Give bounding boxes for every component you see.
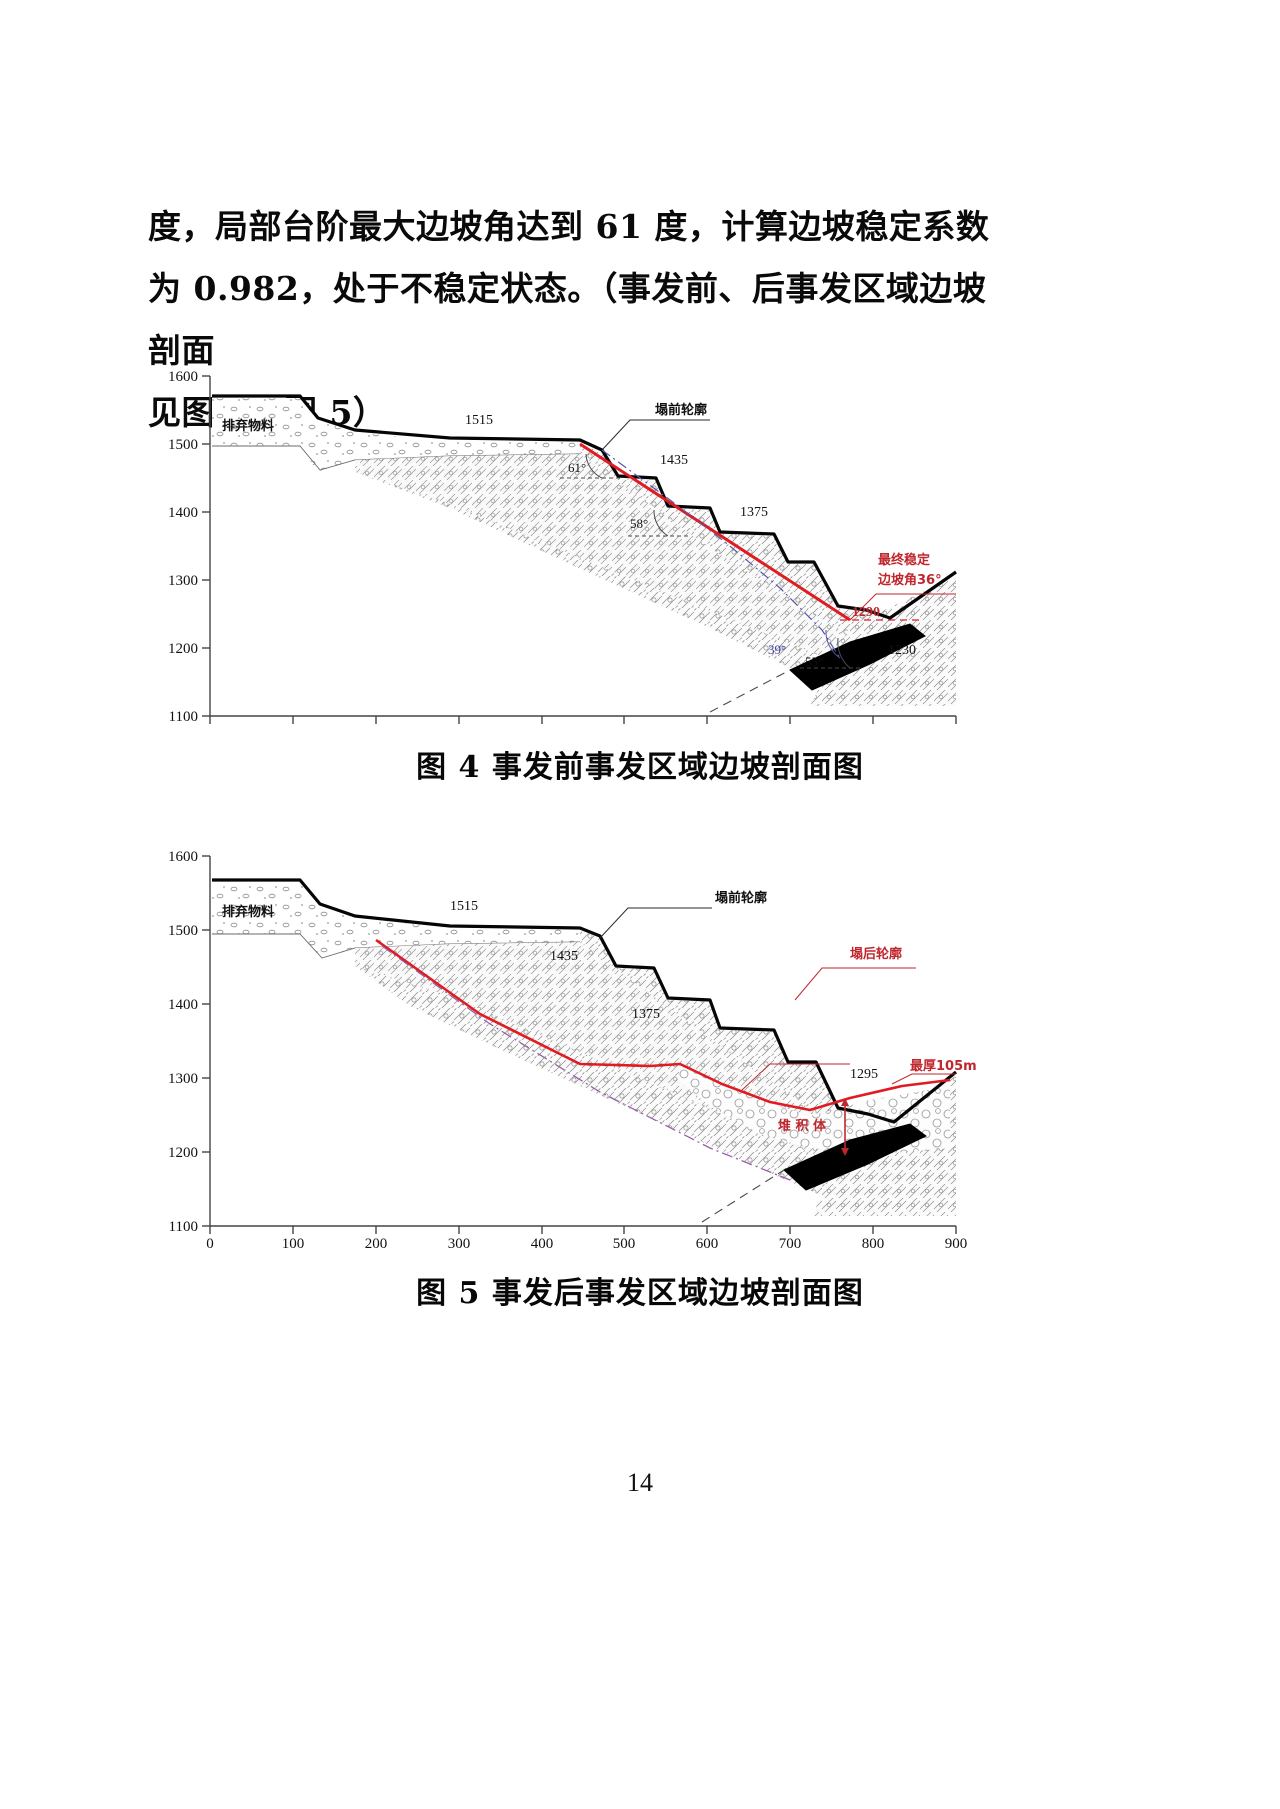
y-tick-label: 1200 bbox=[168, 1145, 198, 1161]
dumped-material-fill bbox=[212, 398, 580, 472]
annotation-max-thickness: 最厚105m bbox=[910, 1058, 977, 1074]
dumped-material-boundary bbox=[212, 933, 581, 959]
annotation-angle-58: 58° bbox=[630, 516, 648, 531]
x-tick-label: 900 bbox=[945, 1236, 968, 1248]
y-tick-label: 1600 bbox=[168, 849, 198, 865]
annotation-elev-1515: 1515 bbox=[465, 413, 493, 428]
figure-4-svg: 1600 1500 1400 1300 1200 1100 0 bbox=[168, 369, 957, 725]
annotation-angle-39: 39° bbox=[768, 642, 786, 657]
annotation-elev-1295: 1295 bbox=[850, 1067, 878, 1082]
y-tick-label: 1500 bbox=[168, 923, 198, 939]
annotation-elev-1435: 1435 bbox=[660, 453, 688, 468]
x-tick-label: 200 bbox=[365, 1236, 388, 1248]
figure-5-caption: 图 5 事发后事发区域边坡剖面图 bbox=[416, 1276, 864, 1311]
annotation-leaders-red bbox=[849, 593, 956, 621]
y-tick-label: 1400 bbox=[168, 505, 198, 521]
annotation-deposit-body: 堆 积 体 bbox=[778, 1118, 827, 1134]
projection-dashed-line bbox=[709, 669, 791, 713]
x-tick-label: 0 bbox=[206, 1236, 214, 1248]
page-number: 14 bbox=[627, 1468, 653, 1497]
dumped-material-boundary bbox=[212, 445, 581, 471]
x-tick-label: 800 bbox=[862, 1236, 885, 1248]
y-axis-ticks: 1600 1500 1400 1300 1200 1100 bbox=[168, 849, 210, 1235]
x-tick-label: 600 bbox=[696, 1236, 719, 1248]
final-stable-slope-line bbox=[579, 442, 851, 622]
x-axis-ticks: 0 100 200 300 400 500 600 700 800 900 bbox=[209, 716, 957, 724]
x-tick-label: 400 bbox=[531, 1236, 554, 1248]
annotation-angle-55: 55° bbox=[805, 654, 823, 669]
annotation-leaders bbox=[601, 419, 710, 451]
pre-collapse-profile-line bbox=[212, 394, 957, 620]
annotation-angle-61: 61° bbox=[568, 460, 586, 475]
annotation-elev-1290: 1290 bbox=[852, 605, 880, 620]
failure-wedge-black bbox=[783, 1123, 927, 1191]
pre-collapse-profile-line bbox=[212, 878, 958, 1124]
annotation-pre-collapse-contour: 塌前轮廓 bbox=[715, 890, 767, 906]
figure-5-svg: 1600 1500 1400 1300 1200 1100 0 100 bbox=[168, 849, 977, 1248]
figure-5-slope-profile-after: 1600 1500 1400 1300 1200 1100 0 100 bbox=[150, 848, 980, 1248]
slip-surface-line bbox=[601, 449, 841, 659]
y-tick-label: 1600 bbox=[168, 369, 198, 385]
annotation-leader-post-collapse bbox=[794, 967, 916, 1001]
annotation-elev-1375: 1375 bbox=[632, 1007, 660, 1022]
y-axis-ticks: 1600 1500 1400 1300 1200 1100 bbox=[168, 369, 210, 725]
annotation-leaders-red bbox=[741, 1063, 956, 1091]
y-tick-label: 1500 bbox=[168, 437, 198, 453]
slide-mass-fill bbox=[355, 454, 850, 668]
annotation-final-stable-line2: 边坡角36° bbox=[877, 572, 942, 588]
y-tick-label: 1400 bbox=[168, 997, 198, 1013]
annotation-final-stable-line1: 最终稳定 bbox=[878, 552, 930, 568]
angle-arcs bbox=[560, 453, 862, 669]
annotation-elev-1375: 1375 bbox=[740, 505, 768, 520]
annotation-elev-1515: 1515 bbox=[450, 899, 478, 914]
annotation-elev-1230: 1230 bbox=[888, 643, 916, 658]
y-tick-label: 1100 bbox=[169, 709, 198, 725]
failure-wedge-black bbox=[789, 623, 926, 691]
annotation-dumped-material: 排弃物料 bbox=[222, 418, 274, 434]
x-tick-label: 300 bbox=[448, 1236, 471, 1248]
y-tick-label: 1300 bbox=[168, 1071, 198, 1087]
annotation-pre-collapse-contour: 塌前轮廓 bbox=[655, 402, 707, 418]
x-tick-label: 700 bbox=[779, 1236, 802, 1248]
figure-4-caption: 图 4 事发前事发区域边坡剖面图 bbox=[416, 750, 864, 785]
x-tick-label: 100 bbox=[282, 1236, 305, 1248]
annotation-dumped-material: 排弃物料 bbox=[222, 904, 274, 920]
y-tick-label: 1300 bbox=[168, 573, 198, 589]
figure-4-slope-profile-before: 1600 1500 1400 1300 1200 1100 0 bbox=[150, 368, 980, 728]
y-tick-label: 1100 bbox=[169, 1219, 198, 1235]
dumped-material-fill bbox=[212, 882, 580, 960]
x-tick-label: 500 bbox=[613, 1236, 636, 1248]
projection-dashed-line bbox=[701, 1169, 785, 1223]
y-tick-label: 1200 bbox=[168, 641, 198, 657]
annotation-elev-1435: 1435 bbox=[550, 949, 578, 964]
paragraph-line-1: 度，局部台阶最大边坡角达到 61 度，计算边坡稳定系数 bbox=[148, 207, 990, 246]
thickness-arrow bbox=[841, 1098, 849, 1156]
x-axis-ticks: 0 100 200 300 400 500 600 700 800 900 bbox=[206, 1226, 967, 1248]
paragraph-line-2: 为 0.982，处于不稳定状态。（事发前、后事发区域边坡剖面 bbox=[148, 269, 987, 370]
slip-surface-line bbox=[381, 945, 791, 1181]
annotation-post-collapse-contour: 塌后轮廓 bbox=[850, 946, 902, 962]
annotation-leaders bbox=[599, 907, 712, 939]
post-collapse-profile-line bbox=[375, 938, 951, 1112]
